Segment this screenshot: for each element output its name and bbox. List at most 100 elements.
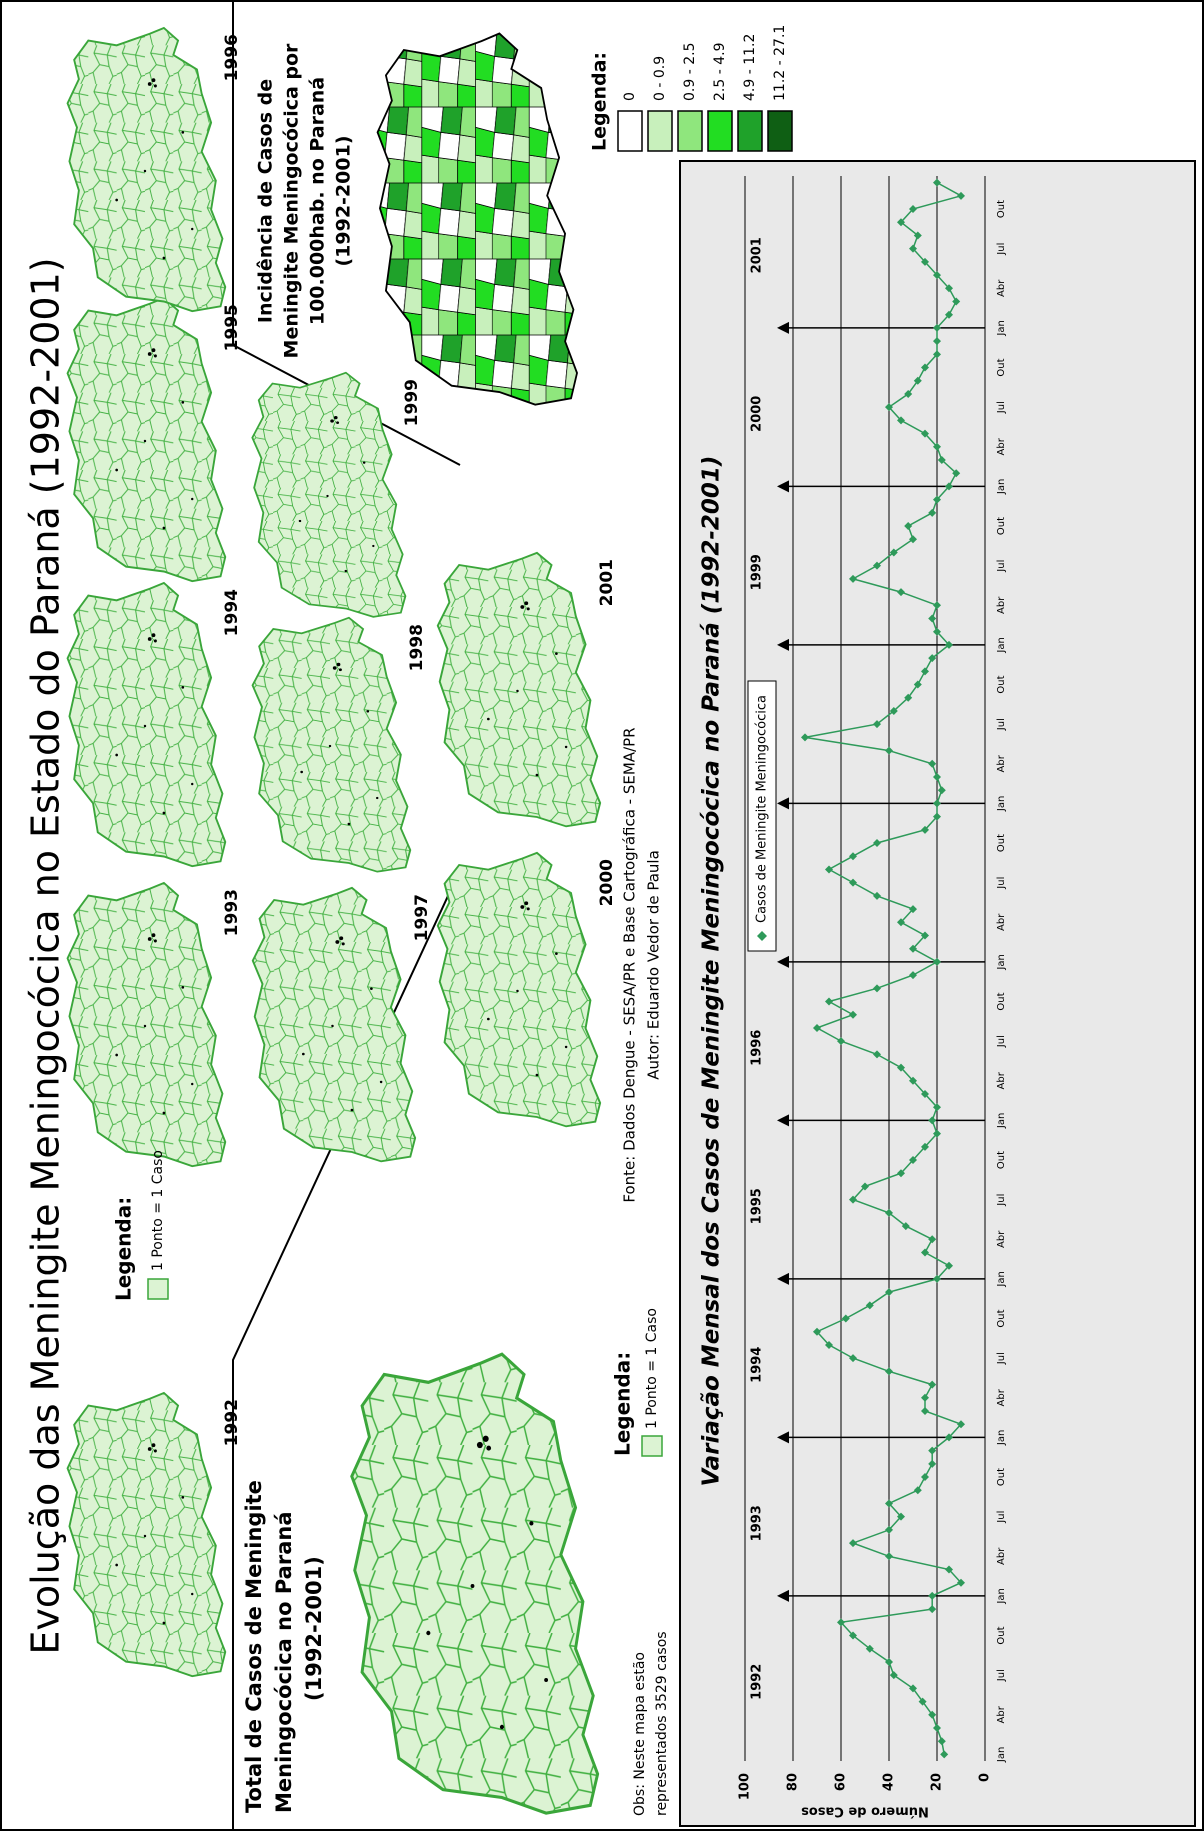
rotated-poster: Evolução das Meningite Meningocócica no … bbox=[0, 0, 1204, 1831]
year-label: 1994 bbox=[750, 1347, 765, 1383]
y-tick-label: 80 bbox=[786, 1773, 801, 1791]
legend-label: Casos de Meningite Meningocócica bbox=[755, 695, 770, 923]
x-tick-label: Jul bbox=[996, 243, 1007, 256]
x-tick-label: Out bbox=[996, 517, 1007, 535]
map-title: (1992-2001) bbox=[302, 1556, 326, 1701]
legend-swatch bbox=[648, 111, 672, 151]
year-label: 2001 bbox=[750, 237, 765, 273]
x-tick-label: Abr bbox=[996, 279, 1007, 297]
x-tick-label: Abr bbox=[996, 596, 1007, 614]
legend-swatch bbox=[678, 111, 702, 151]
y-axis-title: Número de Casos bbox=[801, 1804, 929, 1819]
map-year: 1993 bbox=[222, 889, 242, 936]
map-note: Obs: Neste mapa estão bbox=[632, 1652, 648, 1816]
x-tick-label: Abr bbox=[996, 1230, 1007, 1248]
map-title: 100.000hab. no Paraná bbox=[307, 77, 329, 325]
x-tick-label: Jan bbox=[996, 796, 1007, 812]
legend-title: Legenda: bbox=[611, 1352, 635, 1456]
x-tick-label: Out bbox=[996, 1626, 1007, 1644]
legend-swatch bbox=[768, 111, 792, 151]
chart-title: Variação Mensal dos Casos de Meningite M… bbox=[699, 456, 725, 1487]
legend-swatch bbox=[708, 111, 732, 151]
map-year: 1997 bbox=[412, 894, 432, 941]
chart: Variação Mensal dos Casos de Meningite M… bbox=[680, 161, 1195, 1826]
x-tick-label: Jul bbox=[996, 1669, 1007, 1682]
x-tick-label: Out bbox=[996, 992, 1007, 1010]
legend-label: 2.5 - 4.9 bbox=[712, 43, 728, 101]
map-year: 1992 bbox=[222, 1399, 242, 1446]
legend-title: Legenda: bbox=[589, 52, 611, 151]
x-tick-label: Jul bbox=[996, 1194, 1007, 1207]
x-tick-label: Jan bbox=[996, 1113, 1007, 1129]
map-year: 1999 bbox=[402, 379, 422, 426]
x-tick-label: Jul bbox=[996, 1035, 1007, 1048]
map-year: 1994 bbox=[222, 589, 242, 636]
x-tick-label: Jan bbox=[996, 320, 1007, 336]
legend-label: 1 Ponto = 1 Caso bbox=[644, 1308, 660, 1429]
x-tick-label: Out bbox=[996, 675, 1007, 693]
year-label: 1995 bbox=[750, 1188, 765, 1224]
legend-label: 1 Ponto = 1 Caso bbox=[150, 1150, 166, 1271]
map-title: Total de Casos de Meningite bbox=[242, 1480, 266, 1813]
x-tick-label: Jul bbox=[996, 1352, 1007, 1365]
page-body: Evolução das Meningite Meningocócica no … bbox=[0, 0, 1204, 1831]
x-tick-label: Out bbox=[996, 358, 1007, 376]
x-tick-label: Abr bbox=[996, 437, 1007, 455]
legend-label: 4.9 - 11.2 bbox=[742, 34, 758, 101]
map-note: representados 3529 casos bbox=[654, 1631, 670, 1816]
x-tick-label: Jan bbox=[996, 954, 1007, 970]
x-tick-label: Out bbox=[996, 1309, 1007, 1327]
y-tick-label: 20 bbox=[930, 1773, 945, 1791]
x-tick-label: Jan bbox=[996, 637, 1007, 653]
author: Autor: Eduardo Vedor de Paula bbox=[645, 850, 663, 1080]
x-tick-label: Abr bbox=[996, 1547, 1007, 1565]
x-tick-label: Out bbox=[996, 834, 1007, 852]
year-label: 1992 bbox=[750, 1664, 765, 1700]
x-tick-label: Jan bbox=[996, 1430, 1007, 1446]
map-year: 1998 bbox=[407, 624, 427, 671]
x-tick-label: Jul bbox=[996, 718, 1007, 731]
x-tick-label: Abr bbox=[996, 754, 1007, 772]
source: Fonte: Dados Dengue - SESA/PR e Base Car… bbox=[621, 727, 639, 1202]
x-tick-label: Abr bbox=[996, 913, 1007, 931]
x-tick-label: Out bbox=[996, 1468, 1007, 1486]
legend-label: 0.9 - 2.5 bbox=[682, 43, 698, 101]
x-tick-label: Out bbox=[996, 1151, 1007, 1169]
x-tick-label: Out bbox=[996, 200, 1007, 218]
y-tick-label: 100 bbox=[738, 1773, 753, 1800]
legend-label: 11.2 - 27.1 bbox=[772, 25, 788, 101]
x-tick-label: Jul bbox=[996, 877, 1007, 890]
legend-swatch bbox=[738, 111, 762, 151]
x-tick-label: Jul bbox=[996, 401, 1007, 414]
legend-label: 0 bbox=[622, 92, 638, 101]
map-title: Incidência de Casos de bbox=[255, 79, 277, 323]
map-title: Meningocócica no Paraná bbox=[272, 1512, 296, 1814]
legend-swatch bbox=[148, 1279, 168, 1299]
poster: Evolução das Meningite Meningocócica no … bbox=[0, 0, 1204, 1831]
map-title: (1992-2001) bbox=[333, 135, 355, 266]
x-tick-label: Abr bbox=[996, 1388, 1007, 1406]
map-title: Meningite Meningocócica por bbox=[281, 43, 303, 359]
poster-title: Evolução das Meningite Meningocócica no … bbox=[24, 257, 68, 1654]
y-tick-label: 40 bbox=[882, 1773, 897, 1791]
x-tick-label: Jan bbox=[996, 1747, 1007, 1763]
x-tick-label: Jul bbox=[996, 560, 1007, 573]
year-label: 1999 bbox=[750, 554, 765, 590]
x-tick-label: Abr bbox=[996, 1705, 1007, 1723]
year-label: 2000 bbox=[750, 396, 765, 432]
page: Meningite Meningocócica no Paraná {"titl… bbox=[0, 0, 1204, 1831]
y-tick-label: 60 bbox=[834, 1773, 849, 1791]
map-year: 2001 bbox=[597, 559, 617, 606]
x-tick-label: Jul bbox=[996, 1511, 1007, 1524]
map-year: 1996 bbox=[222, 34, 242, 81]
legend-title: Legenda: bbox=[112, 1197, 136, 1301]
year-label: 1996 bbox=[750, 1030, 765, 1066]
x-tick-label: Jan bbox=[996, 479, 1007, 495]
map-year: 1995 bbox=[222, 304, 242, 351]
x-tick-label: Jan bbox=[996, 1588, 1007, 1604]
legend-swatch bbox=[642, 1436, 662, 1456]
legend-label: 0 - 0.9 bbox=[652, 56, 668, 101]
map-year: 2000 bbox=[597, 859, 617, 906]
x-tick-label: Jan bbox=[996, 1271, 1007, 1287]
x-tick-label: Abr bbox=[996, 1071, 1007, 1089]
